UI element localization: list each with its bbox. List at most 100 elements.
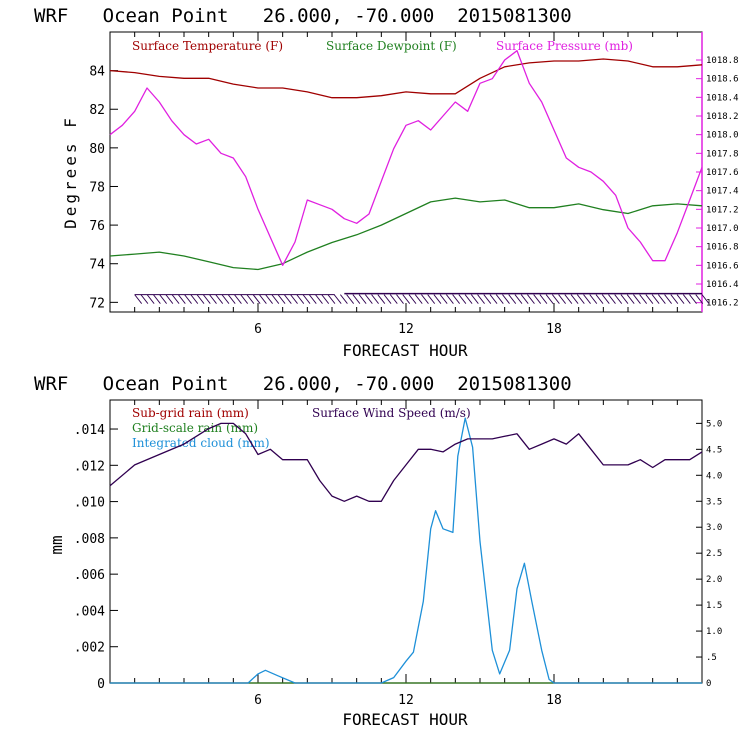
y-tick-label: .006: [74, 568, 105, 583]
wind-barb: [695, 294, 704, 304]
y2-tick-label: 1017.6: [706, 168, 739, 178]
wind-barb: [421, 294, 429, 304]
y2-tick-label: 1016.4: [706, 280, 739, 290]
wind-barb: [159, 294, 167, 304]
wind-barb: [614, 294, 623, 304]
wind-barb: [427, 294, 436, 304]
y2-tick-label: 1017.2: [706, 205, 739, 215]
wind-barb: [533, 294, 542, 304]
wind-barb: [645, 294, 654, 304]
y-tick-label: .012: [74, 459, 105, 474]
wind-barb: [352, 294, 361, 304]
wind-barb: [283, 294, 292, 304]
wind-barb: [152, 294, 161, 304]
y2-tick-label: 1.5: [706, 601, 722, 611]
wind-barb: [252, 294, 261, 304]
wind-barb: [302, 294, 311, 304]
wind-barb: [265, 294, 273, 304]
y2-tick-label: 1018.8: [706, 56, 739, 66]
y2-tick-label: 1018.6: [706, 75, 739, 85]
wind-barb: [589, 294, 598, 304]
wind-barb: [583, 294, 591, 304]
wind-barb: [483, 294, 492, 304]
y-tick-label: .008: [74, 532, 105, 547]
panel2-x-ticks: 6 12 18: [134, 400, 678, 708]
y2-tick-label: 1.0: [706, 627, 722, 637]
wind-barb: [470, 294, 479, 304]
wind-barb: [246, 294, 255, 304]
wind-barb: [564, 294, 573, 304]
wind-barbs-row: [134, 292, 710, 304]
wind-barb: [209, 294, 217, 304]
wind-barb: [277, 294, 286, 304]
y2-tick-label: 1018.4: [706, 93, 739, 103]
panel2-y-ticks: 0 .002 .004 .006 .008 .010 .012 .014: [74, 423, 118, 692]
wind-barb: [290, 294, 298, 304]
wind-barb: [657, 294, 666, 304]
wind-barb: [495, 294, 504, 304]
panel1-x-label: FORECAST HOUR: [342, 341, 468, 360]
wind-barb: [670, 294, 679, 304]
x-tick-label: 18: [546, 322, 562, 337]
panel1-y2-ticks: 1016.2 1016.4 1016.6 1016.8 1017.0 1017.2 1017…: [696, 56, 739, 309]
y2-tick-label: 5.0: [706, 419, 722, 429]
wind-barb: [358, 294, 367, 304]
wind-barb: [321, 294, 330, 304]
y2-tick-label: 4.5: [706, 445, 722, 455]
legend-sub-grid-rain: Sub-grid rain (mm): [132, 406, 249, 420]
y-tick-label: 74: [89, 258, 105, 273]
wind-barb: [639, 294, 648, 304]
series-line-surface-pressure-mb: [109, 50, 703, 266]
wind-barb: [202, 294, 211, 304]
y-tick-label: 82: [89, 103, 105, 118]
y2-tick-label: 1017.8: [706, 149, 739, 159]
panel2-legend: Sub-grid rain (mm) Surface Wind Speed (m…: [132, 406, 471, 450]
wind-barb: [134, 294, 143, 304]
series-line-surface-dewpoint-f: [109, 197, 703, 271]
panel1-y-ticks: 72 74 76 78 80 82 84: [89, 65, 118, 311]
wind-barb: [258, 294, 267, 304]
precipitation-panel: WRF Ocean Point 26.000, -70.000 20150813…: [34, 373, 722, 729]
panel1-title: WRF Ocean Point 26.000, -70.000 20150813…: [34, 5, 572, 27]
y2-tick-label: 1018.2: [706, 112, 739, 122]
wind-barb: [682, 294, 691, 304]
wind-barb: [502, 294, 510, 304]
wind-barb: [364, 294, 373, 304]
wind-barb: [439, 294, 448, 304]
y2-tick-label: 1016.8: [706, 243, 739, 253]
wind-barb: [433, 294, 442, 304]
wind-barb: [570, 294, 579, 304]
wind-barb: [601, 294, 610, 304]
wind-barb: [146, 294, 155, 304]
wind-barb: [452, 294, 461, 304]
panel2-x-label: FORECAST HOUR: [342, 710, 468, 729]
wind-barb: [558, 294, 567, 304]
wind-barb: [240, 294, 249, 304]
series-line-surface-temperature-f: [109, 58, 703, 99]
wind-barb: [508, 294, 517, 304]
wind-barb: [445, 294, 454, 304]
panel2-y-label: mm: [47, 535, 66, 554]
temperature-panel: WRF Ocean Point 26.000, -70.000 20150813…: [34, 5, 739, 360]
y2-tick-label: 3.5: [706, 497, 722, 507]
y2-tick-label: 1017.0: [706, 224, 739, 234]
y2-tick-label: 2.5: [706, 549, 722, 559]
y-tick-label: .010: [74, 496, 105, 511]
wind-barb: [408, 294, 417, 304]
wind-barb: [651, 294, 660, 304]
legend-surface-temperature: Surface Temperature (F): [132, 39, 283, 53]
y2-tick-label: 1018.0: [706, 131, 739, 141]
y2-tick-label: 0: [706, 679, 711, 689]
series-line-surface-wind-speed-m-s: [109, 422, 703, 502]
x-tick-label: 12: [398, 322, 414, 337]
wind-barb: [689, 294, 697, 304]
wind-barb: [234, 294, 242, 304]
wind-barb: [489, 294, 498, 304]
y-tick-label: .014: [74, 423, 105, 438]
wind-barb: [520, 294, 529, 304]
wind-barb: [383, 294, 392, 304]
series-line-integrated-cloud-mm: [110, 417, 702, 684]
wind-barb: [620, 294, 629, 304]
panel1-frame: [109, 31, 703, 313]
